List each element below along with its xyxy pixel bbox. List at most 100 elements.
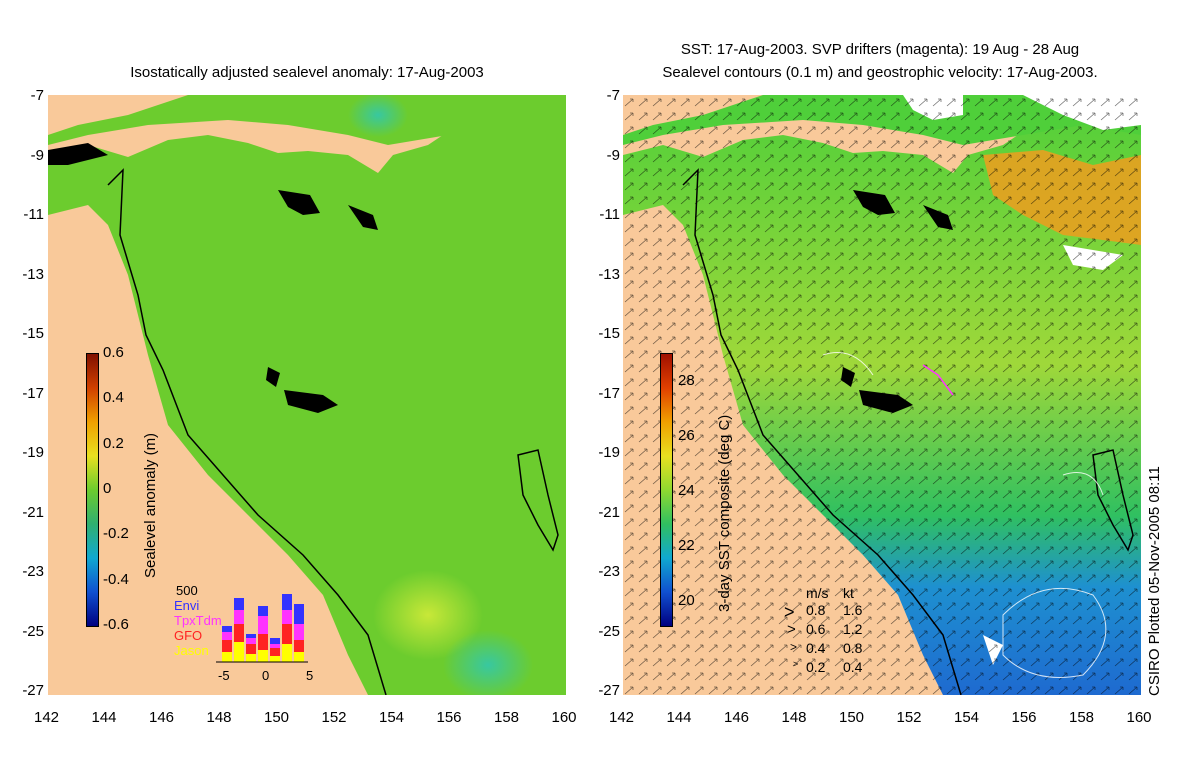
latitude-tick-label: -23	[598, 563, 620, 580]
sealevel-colorbar-tick: -0.2	[103, 525, 129, 543]
histogram-x-tick: 5	[306, 668, 314, 683]
histogram-mission-label: Jason	[174, 643, 209, 658]
latitude-tick-label: -21	[22, 503, 44, 521]
longitude-tick-label: 152	[896, 709, 922, 726]
histogram-bar-segment	[258, 606, 268, 616]
latitude-tick-label: -17	[22, 384, 44, 402]
drifter-track	[922, 364, 954, 396]
histogram-bar-segment	[270, 648, 280, 656]
sst-colorbar-tick: 22	[678, 537, 695, 554]
sst-colorbar	[660, 353, 673, 627]
histogram-x-tick: 0	[262, 668, 270, 683]
velocity-legend-kt: 1.6	[843, 602, 863, 618]
histogram-bar-segment	[234, 598, 244, 610]
velocity-legend-arrow-icon: >	[787, 621, 796, 638]
histogram-mission-label: GFO	[174, 628, 203, 643]
sealevel-colorbar	[86, 353, 99, 627]
shelf-contour	[682, 168, 962, 695]
plot-credit: CSIRO Plotted 05-Nov-2005 08:11	[1146, 466, 1163, 696]
sealevel-colorbar-tick: -0.6	[103, 615, 129, 633]
histogram-bar-segment	[222, 632, 232, 640]
velocity-legend-kt: 0.4	[843, 659, 863, 675]
sst-colorbar-tick: 20	[678, 592, 695, 609]
histogram-bar-segment	[234, 624, 244, 642]
sst-colorbar-tick: 26	[678, 427, 695, 444]
latitude-tick-label: -13	[22, 265, 44, 283]
latitude-tick-label: -17	[598, 384, 620, 402]
latitude-tick-label: -9	[606, 146, 620, 164]
histogram-bar-segment	[282, 610, 292, 624]
left-map-title: Isostatically adjusted sealevel anomaly:…	[130, 64, 484, 81]
longitude-tick-label: 154	[954, 709, 980, 726]
latitude-tick-label: -27	[22, 682, 44, 699]
histogram-bar-segment	[282, 624, 292, 644]
right-map-title-line1: SST: 17-Aug-2003. SVP drifters (magenta)…	[680, 41, 1080, 58]
histogram-bar-segment	[282, 644, 292, 662]
longitude-tick-label: 156	[436, 709, 462, 726]
reef-outline	[1092, 449, 1134, 552]
longitude-tick-label: 146	[149, 709, 175, 726]
histogram-bar-segment	[258, 634, 268, 650]
coast-new-guinea	[48, 143, 108, 165]
histogram-bar-segment	[246, 634, 256, 638]
latitude-tick-label: -25	[598, 622, 620, 640]
histogram-bar-segment	[294, 624, 304, 640]
sealevel-contours	[822, 352, 1107, 678]
histogram-bar-segment	[282, 594, 292, 610]
sealevel-colorbar-tick: 0.2	[103, 434, 124, 452]
longitude-tick-label: 142	[34, 709, 60, 726]
right-map-canvas	[623, 95, 1141, 695]
sealevel-colorbar-tick: -0.4	[103, 570, 129, 588]
longitude-tick-label: 150	[264, 709, 290, 726]
low-anomaly-patch	[443, 630, 533, 695]
histogram-bar-segment	[222, 640, 232, 652]
longitude-tick-label: 152	[321, 709, 347, 726]
upper-ocean-area	[48, 95, 566, 145]
histogram-x-tick: -5	[218, 668, 230, 683]
longitude-tick-label: 148	[781, 709, 807, 726]
histogram-bar-segment	[294, 640, 304, 652]
histogram-bar-segment	[270, 656, 280, 662]
longitude-tick-label: 144	[666, 709, 692, 726]
altimeter-histogram	[216, 594, 308, 663]
longitude-tick-label: 158	[494, 709, 520, 726]
latitude-tick-label: -21	[598, 503, 620, 521]
histogram-bar-segment	[258, 616, 268, 634]
longitude-tick-label: 148	[206, 709, 232, 726]
longitude-tick-label: 142	[609, 709, 635, 726]
right-map-panel	[623, 95, 1141, 695]
longitude-tick-label: 144	[91, 709, 117, 726]
latitude-tick-label: -9	[30, 146, 44, 164]
longitude-tick-label: 158	[1069, 709, 1095, 726]
latitude-tick-label: -15	[598, 325, 620, 342]
velocity-legend-header-ms: m/s	[806, 585, 829, 601]
high-anomaly-patch	[373, 570, 483, 660]
histogram-bar-segment	[270, 638, 280, 644]
histogram-bar-segment	[234, 610, 244, 624]
low-anomaly-patch-north	[348, 95, 408, 137]
sst-colorbar-title: 3-day SST composite (deg C)	[716, 414, 733, 612]
reef-outline	[517, 449, 559, 552]
latitude-tick-label: -23	[22, 563, 44, 580]
latitude-tick-label: -25	[22, 622, 44, 640]
latitude-tick-label: -15	[22, 325, 44, 342]
histogram-mission-label: TpxTdm	[174, 613, 222, 628]
histogram-bar-segment	[270, 644, 280, 648]
longitude-tick-label: 160	[551, 709, 577, 726]
sst-colorbar-tick: 28	[678, 372, 695, 389]
right-map-title-line2: Sealevel contours (0.1 m) and geostrophi…	[662, 64, 1098, 81]
longitude-tick-label: 146	[724, 709, 750, 726]
histogram-bar-segment	[234, 642, 244, 662]
longitude-tick-label: 160	[1126, 709, 1152, 726]
histogram-bar-segment	[246, 654, 256, 662]
latitude-tick-label: -19	[22, 444, 44, 461]
sealevel-colorbar-tick: 0.6	[103, 344, 124, 361]
velocity-legend-kt: 0.8	[843, 640, 863, 656]
left-map-panel	[48, 95, 566, 695]
shelf-contour	[107, 168, 387, 695]
histogram-bar-segment	[246, 644, 256, 654]
histogram-bar-segment	[294, 604, 304, 624]
latitude-tick-label: -7	[30, 87, 44, 104]
latitude-tick-label: -7	[606, 87, 620, 104]
velocity-legend-arrow-icon: >	[790, 640, 798, 654]
